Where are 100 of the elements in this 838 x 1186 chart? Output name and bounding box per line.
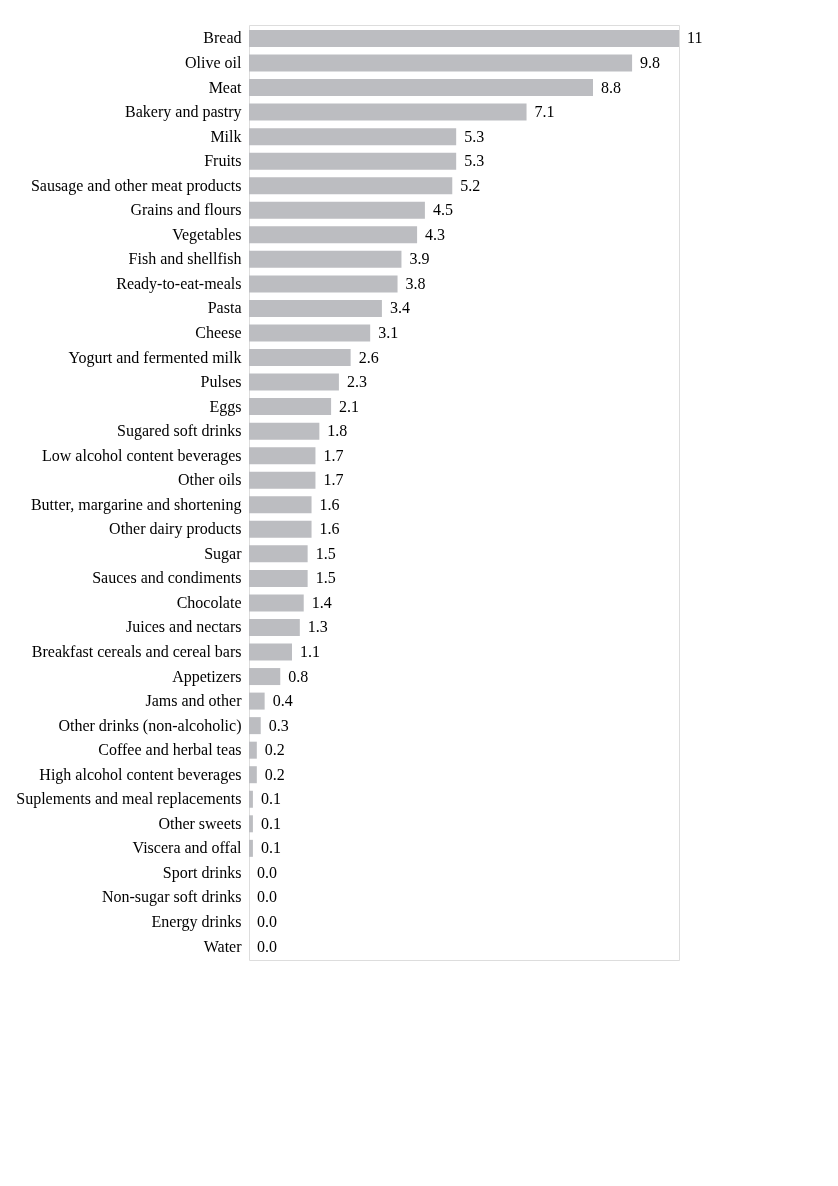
y-tick-label: Meat (208, 78, 243, 96)
bar (249, 275, 398, 293)
y-tick-label: Other oils (177, 471, 242, 489)
bar (249, 618, 300, 636)
data-label: 1.7 (323, 446, 344, 464)
data-label: 3.8 (405, 274, 426, 292)
data-label: 1.8 (327, 422, 348, 440)
data-label: 0.0 (257, 937, 277, 955)
data-label: 4.3 (425, 225, 446, 243)
data-label: 9.8 (640, 54, 661, 72)
bar (249, 299, 382, 317)
data-label: 1.1 (300, 643, 320, 661)
y-tick-label: Appetizers (172, 667, 242, 686)
bar (249, 177, 453, 195)
bar (249, 643, 292, 661)
data-label: 5.3 (464, 152, 485, 170)
y-tick-label: Eggs (209, 397, 242, 416)
bar (249, 201, 425, 219)
bar (249, 226, 418, 244)
data-label: 1.6 (319, 495, 340, 513)
y-tick-label: Other drinks (non-alcoholic) (58, 716, 242, 735)
bar (249, 717, 261, 735)
data-label: 1.7 (323, 471, 344, 489)
y-tick-label: Juices and nectars (125, 618, 242, 636)
data-label: 3.1 (378, 323, 399, 341)
y-tick-label: Breakfast cereals and cereal bars (31, 643, 242, 661)
bar (249, 152, 457, 170)
bar (249, 103, 527, 121)
y-tick-label: Sport drinks (162, 863, 242, 882)
data-label: 3.4 (389, 299, 410, 317)
bar (249, 668, 281, 686)
bar (249, 373, 339, 391)
bar (249, 54, 633, 72)
data-label: 1.4 (311, 593, 332, 611)
data-label: 0.0 (257, 863, 277, 881)
bar (249, 594, 304, 612)
data-label: 4.5 (432, 201, 453, 219)
y-tick-label: Sugared soft drinks (117, 422, 242, 441)
y-tick-label: Vegetables (172, 225, 242, 244)
data-label: 2.3 (346, 373, 367, 391)
bar (249, 790, 253, 808)
bar (249, 128, 457, 146)
data-label: 5.2 (460, 176, 481, 194)
y-tick-label: Jams and other (145, 692, 243, 710)
y-tick-label: Sausage and other meat products (30, 176, 242, 195)
bar (249, 471, 316, 489)
bar (249, 496, 312, 514)
bar (249, 815, 253, 833)
data-label: 0.0 (257, 888, 277, 906)
y-tick-label: Energy drinks (151, 912, 242, 931)
bar (249, 741, 257, 759)
data-label: 7.1 (534, 103, 555, 121)
y-tick-label: Fruits (204, 152, 242, 170)
bar (249, 766, 257, 784)
data-label: 1.5 (315, 569, 336, 587)
data-label: 0.3 (268, 716, 289, 734)
y-tick-label: Sauces and condiments (92, 569, 242, 587)
y-tick-label: Other sweets (158, 814, 242, 832)
data-label: 0.1 (260, 790, 281, 808)
bar (249, 569, 308, 587)
y-tick-label: Milk (210, 127, 242, 145)
data-label: 11 (687, 29, 703, 47)
y-tick-label: Ready-to-eat-meals (116, 274, 242, 293)
y-tick-label: Bread (203, 29, 242, 47)
y-tick-label: Cheese (195, 323, 242, 341)
data-label: 1.3 (307, 618, 328, 636)
y-tick-label: Fish and shellfish (128, 250, 242, 268)
y-tick-label: Butter, margarine and shortening (30, 495, 242, 514)
y-tick-label: Chocolate (176, 593, 242, 611)
data-label: 2.6 (358, 348, 379, 366)
bar (249, 520, 312, 538)
y-tick-label: Pasta (207, 299, 242, 317)
y-tick-label: High alcohol content beverages (39, 765, 242, 784)
data-label: 0.2 (264, 741, 285, 759)
y-tick-label: Non-sugar soft drinks (101, 888, 242, 907)
data-label: 3.9 (409, 250, 430, 268)
data-label: 0.4 (272, 692, 293, 710)
data-label: 1.5 (315, 544, 336, 562)
data-label: 0.0 (257, 912, 277, 930)
data-label: 0.1 (260, 839, 281, 857)
y-tick-label: Pulses (200, 373, 242, 391)
bar (249, 692, 265, 710)
y-tick-label: Suplements and meal replacements (16, 790, 242, 809)
bar (249, 79, 593, 97)
y-tick-label: Other dairy products (109, 520, 242, 539)
bar (249, 250, 402, 268)
bar (249, 324, 371, 342)
y-tick-label: Bakery and pastry (125, 103, 242, 122)
data-label: 2.1 (339, 397, 360, 415)
y-tick-label: Water (203, 937, 243, 955)
data-label: 1.6 (319, 520, 340, 538)
bar (249, 349, 351, 367)
data-label: 8.8 (601, 78, 621, 96)
y-tick-label: Sugar (204, 544, 243, 563)
bar (249, 839, 253, 857)
data-label: 5.3 (464, 127, 485, 145)
bar (249, 422, 320, 440)
y-tick-label: Viscera and offal (132, 839, 243, 857)
bar (249, 447, 316, 465)
bar (249, 398, 332, 416)
